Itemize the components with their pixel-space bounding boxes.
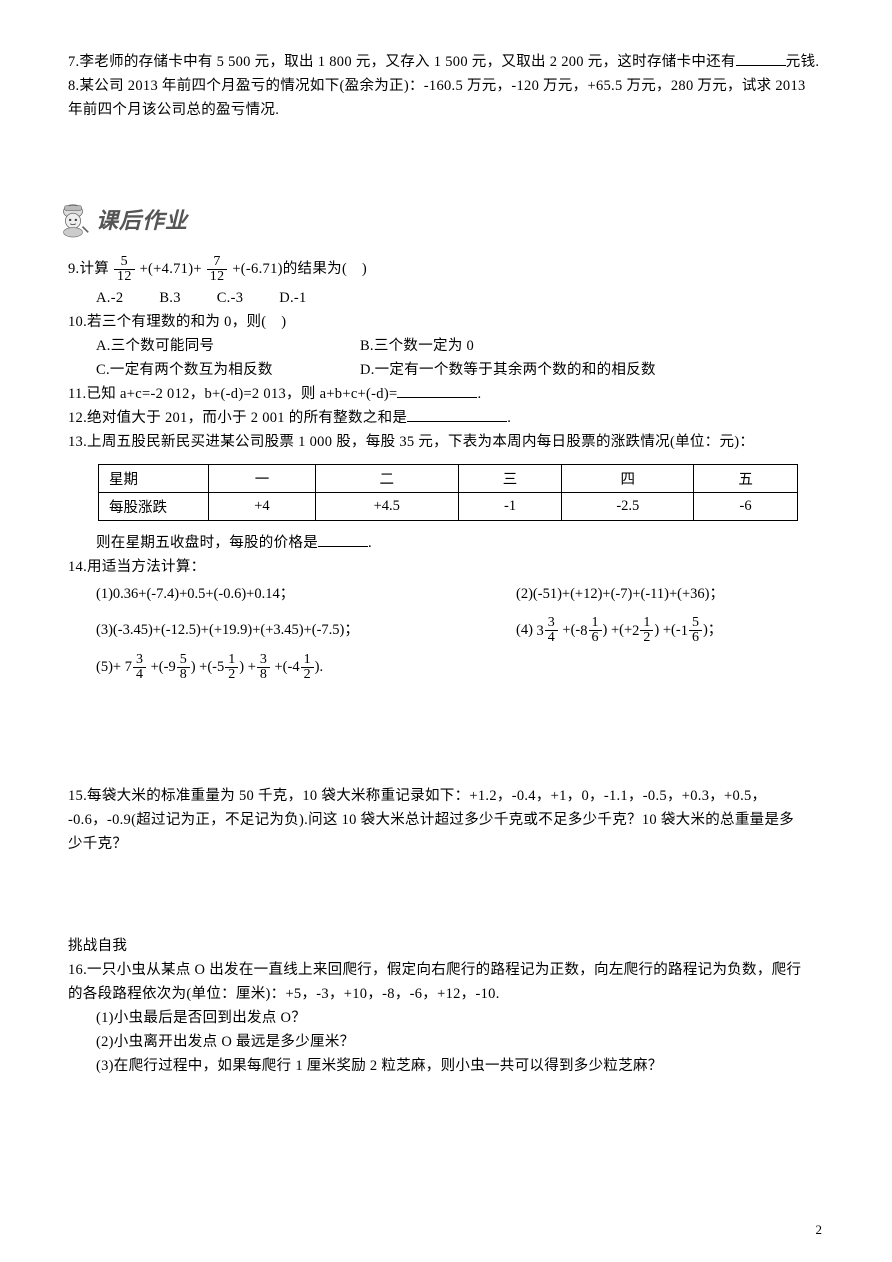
q12: 12.绝对值大于 201，而小于 2 001 的所有整数之和是. bbox=[68, 406, 824, 430]
q16-s3: (3)在爬行过程中，如果每爬行 1 厘米奖励 2 粒芝麻，则小虫一共可以得到多少… bbox=[68, 1054, 824, 1078]
td-v5: -6 bbox=[694, 493, 798, 521]
q14-title: 14.用适当方法计算： bbox=[68, 555, 824, 579]
q13-tail-b: . bbox=[368, 535, 372, 551]
q9-mid2: +(-6.71)的结果为( ) bbox=[232, 261, 367, 277]
q14-row1: (1)0.36+(-7.4)+0.5+(-0.6)+0.14； (2)(-51)… bbox=[68, 579, 824, 615]
q7: 7.李老师的存储卡中有 5 500 元，取出 1 800 元，又存入 1 500… bbox=[68, 50, 824, 74]
q12-a: 12.绝对值大于 201，而小于 2 001 的所有整数之和是 bbox=[68, 410, 407, 426]
q9-opt-b: B.3 bbox=[159, 290, 180, 306]
q11-b: . bbox=[477, 386, 481, 402]
q9-frac2: 712 bbox=[207, 255, 228, 284]
q7-text-b: 元钱. bbox=[786, 54, 820, 70]
q10-opt-b: B.三个数一定为 0 bbox=[360, 338, 474, 354]
q16-l1: 16.一只小虫从某点 O 出发在一直线上来回爬行，假定向右爬行的路程记为正数，向… bbox=[68, 958, 824, 982]
q10-row2: C.一定有两个数互为相反数 D.一定有一个数等于其余两个数的和的相反数 bbox=[68, 358, 824, 382]
q14-row2: (3)(-3.45)+(-12.5)+(+19.9)+(+3.45)+(-7.5… bbox=[68, 615, 824, 652]
td-v4: -2.5 bbox=[562, 493, 694, 521]
q9-opt-a: A.-2 bbox=[96, 290, 123, 306]
q12-blank bbox=[407, 406, 507, 422]
stock-table: 星期 一 二 三 四 五 每股涨跌 +4 +4.5 -1 -2.5 -6 bbox=[98, 464, 798, 521]
q15-l1: 15.每袋大米的标准重量为 50 千克，10 袋大米称重记录如下：+1.2，-0… bbox=[68, 784, 824, 808]
q9-opt-d: D.-1 bbox=[279, 290, 306, 306]
td-v2: +4.5 bbox=[315, 493, 458, 521]
q13-tail: 则在星期五收盘时，每股的价格是. bbox=[68, 531, 824, 555]
q9-opt-c: C.-3 bbox=[217, 290, 244, 306]
q14-p1: (1)0.36+(-7.4)+0.5+(-0.6)+0.14； bbox=[96, 579, 516, 609]
page-number: 2 bbox=[816, 1222, 823, 1238]
q7-blank bbox=[736, 50, 786, 66]
q9-pre: 9.计算 bbox=[68, 261, 109, 277]
q16-l2: 的各段路程依次为(单位：厘米)：+5，-3，+10，-8，-6，+12，-10. bbox=[68, 982, 824, 1006]
q12-b: . bbox=[507, 410, 511, 426]
q15-l2: -0.6，-0.9(超过记为正，不足记为负).问这 10 袋大米总计超过多少千克… bbox=[68, 808, 824, 832]
challenge-title: 挑战自我 bbox=[68, 934, 824, 958]
q10-opt-a: A.三个数可能同号 bbox=[96, 334, 356, 358]
q16-s1: (1)小虫最后是否回到出发点 O？ bbox=[68, 1006, 824, 1030]
th-d5: 五 bbox=[694, 465, 798, 493]
q9-mid1: +(+4.71)+ bbox=[140, 261, 202, 277]
td-v1: +4 bbox=[209, 493, 316, 521]
q13-tail-a: 则在星期五收盘时，每股的价格是 bbox=[96, 535, 318, 551]
mascot-icon bbox=[54, 200, 92, 238]
q13-blank bbox=[318, 531, 368, 547]
q9-frac1: 512 bbox=[114, 255, 135, 284]
th-diff: 每股涨跌 bbox=[99, 493, 209, 521]
table-row-vals: 每股涨跌 +4 +4.5 -1 -2.5 -6 bbox=[99, 493, 798, 521]
q13: 13.上周五股民新民买进某公司股票 1 000 股，每股 35 元，下表为本周内… bbox=[68, 430, 824, 454]
q7-text-a: 7.李老师的存储卡中有 5 500 元，取出 1 800 元，又存入 1 500… bbox=[68, 54, 736, 70]
homework-header: 课后作业 bbox=[54, 200, 824, 238]
q8-l1: 8.某公司 2013 年前四个月盈亏的情况如下(盈余为正)：-160.5 万元，… bbox=[68, 74, 824, 98]
q10-row1: A.三个数可能同号 B.三个数一定为 0 bbox=[68, 334, 824, 358]
q10: 10.若三个有理数的和为 0，则( ) bbox=[68, 310, 824, 334]
q11-blank bbox=[397, 382, 477, 398]
th-d4: 四 bbox=[562, 465, 694, 493]
th-d2: 二 bbox=[315, 465, 458, 493]
th-week: 星期 bbox=[99, 465, 209, 493]
td-v3: -1 bbox=[458, 493, 562, 521]
homework-label: 课后作业 bbox=[96, 203, 188, 235]
q10-opt-c: C.一定有两个数互为相反数 bbox=[96, 358, 356, 382]
q14-p2: (2)(-51)+(+12)+(-7)+(-11)+(+36)； bbox=[516, 579, 824, 609]
q11-a: 11.已知 a+c=-2 012，b+(-d)=2 013，则 a+b+c+(-… bbox=[68, 386, 397, 402]
q14-p3: (3)(-3.45)+(-12.5)+(+19.9)+(+3.45)+(-7.5… bbox=[96, 615, 516, 646]
q9: 9.计算 512 +(+4.71)+ 712 +(-6.71)的结果为( ) bbox=[68, 252, 824, 286]
q10-opt-d: D.一定有一个数等于其余两个数的和的相反数 bbox=[360, 362, 656, 378]
q16-s2: (2)小虫离开出发点 O 最远是多少厘米？ bbox=[68, 1030, 824, 1054]
th-d1: 一 bbox=[209, 465, 316, 493]
q15-l3: 少千克？ bbox=[68, 832, 824, 856]
q11: 11.已知 a+c=-2 012，b+(-d)=2 013，则 a+b+c+(-… bbox=[68, 382, 824, 406]
q14-p4: (4) 334 +(-816) +(+212) +(-156)； bbox=[516, 615, 824, 646]
q14-p5: (5)+ 734 +(-958) +(-512) +38 +(-412). bbox=[68, 652, 824, 683]
table-row-header: 星期 一 二 三 四 五 bbox=[99, 465, 798, 493]
th-d3: 三 bbox=[458, 465, 562, 493]
q9-opts: A.-2 B.3 C.-3 D.-1 bbox=[68, 286, 824, 310]
q8-l2: 年前四个月该公司总的盈亏情况. bbox=[68, 98, 824, 122]
